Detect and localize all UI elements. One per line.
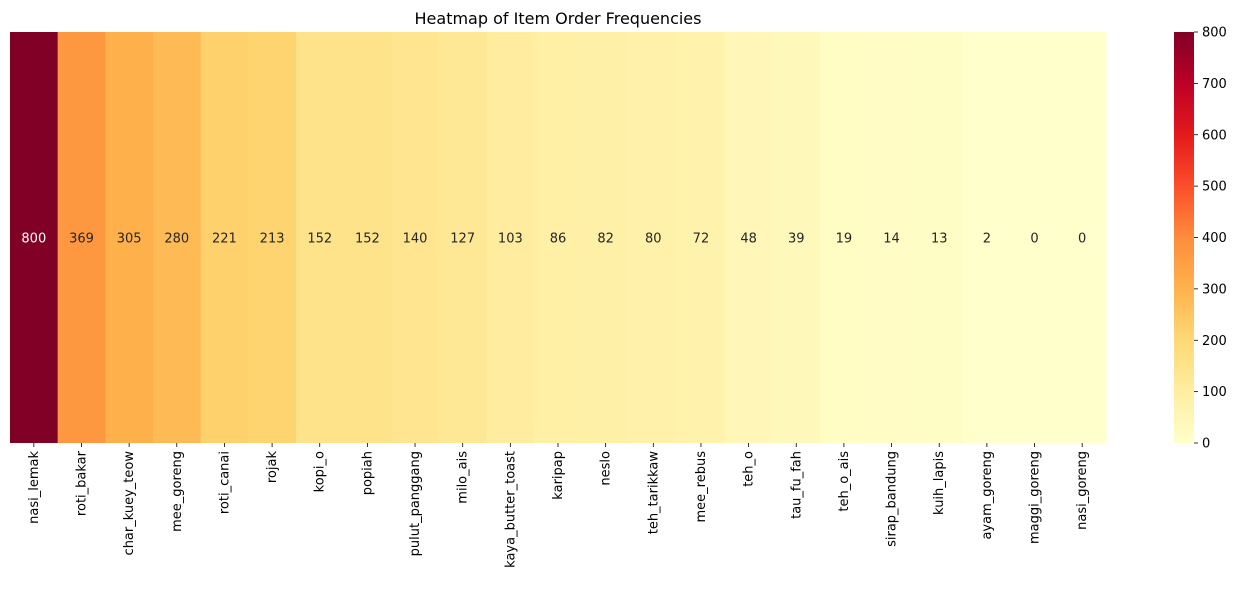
- colorbar-tick-label-700: 700: [1202, 77, 1227, 92]
- colorbar-tick-label-100: 100: [1202, 385, 1227, 400]
- colorbar-tick-label-500: 500: [1202, 180, 1227, 195]
- heatmap-cell-teh_o: [724, 32, 773, 443]
- x-tick-label-roti_canai: roti_canai: [217, 451, 232, 514]
- x-tick-label-kaya_butter_toast: kaya_butter_toast: [503, 451, 518, 568]
- heatmap-cell-pulut_panggang: [391, 32, 440, 443]
- heatmap-cell-nasi_lemak: [10, 32, 59, 443]
- x-tick-label-maggi_goreng: maggi_goreng: [1028, 451, 1043, 544]
- cell-value-rojak: 213: [260, 232, 285, 247]
- chart-title: Heatmap of Item Order Frequencies: [415, 9, 702, 28]
- colorbar: 0 100 200 300 400 500 600 700 800: [1174, 26, 1227, 452]
- cell-value-popiah: 152: [355, 232, 380, 247]
- x-tick-label-nasi_lemak: nasi_lemak: [27, 451, 42, 524]
- x-tick-label-popiah: popiah: [360, 451, 375, 495]
- x-tick-label-teh_tarikkaw: teh_tarikkaw: [646, 451, 661, 535]
- x-tick-label-neslo: neslo: [599, 451, 614, 486]
- cell-value-sirap_bandung: 14: [883, 232, 900, 247]
- x-tick-label-kuih_lapis: kuih_lapis: [932, 451, 947, 515]
- heatmap-cell-char_kuey_teow: [105, 32, 154, 443]
- x-tick-label-milo_ais: milo_ais: [456, 451, 471, 504]
- x-tick-label-roti_bakar: roti_bakar: [74, 450, 89, 516]
- cell-value-nasi_goreng: 0: [1078, 232, 1086, 247]
- heatmap-cell-kuih_lapis: [915, 32, 964, 443]
- heatmap-cell-milo_ais: [438, 32, 487, 443]
- heatmap-cell-karipap: [534, 32, 583, 443]
- colorbar-tick-label-600: 600: [1202, 128, 1227, 143]
- cell-value-mee_goreng: 280: [164, 232, 189, 247]
- heatmap-cell-maggi_goreng: [1010, 32, 1059, 443]
- colorbar-tick-label-400: 400: [1202, 231, 1227, 246]
- colorbar-tick-label-0: 0: [1202, 437, 1210, 452]
- cell-value-teh_o: 48: [740, 232, 757, 247]
- x-tick-label-teh_o: teh_o: [742, 451, 757, 487]
- heatmap-cell-kopi_o: [295, 32, 344, 443]
- x-tick-label-sirap_bandung: sirap_bandung: [885, 451, 900, 547]
- x-axis-ticks: nasi_lemak roti_bakar char_kuey_teow mee_go…: [27, 443, 1090, 568]
- x-tick-label-pulut_panggang: pulut_panggang: [408, 451, 423, 556]
- heatmap-cell-nasi_goreng: [1058, 32, 1107, 443]
- heatmap-cell-mee_goreng: [152, 32, 202, 443]
- x-tick-label-ayam_goreng: ayam_goreng: [980, 451, 995, 540]
- cell-value-tau_fu_fah: 39: [788, 232, 805, 247]
- cell-value-kaya_butter_toast: 103: [498, 232, 523, 247]
- x-tick-label-kopi_o: kopi_o: [313, 451, 328, 492]
- colorbar-gradient: [1174, 32, 1194, 443]
- cell-value-teh_o_ais: 19: [836, 232, 853, 247]
- cell-value-kopi_o: 152: [307, 232, 332, 247]
- heatmap-cell-tau_fu_fah: [772, 32, 821, 443]
- cell-value-maggi_goreng: 0: [1030, 232, 1038, 247]
- cell-value-neslo: 82: [597, 232, 614, 247]
- cell-value-pulut_panggang: 140: [403, 232, 428, 247]
- cell-value-kuih_lapis: 13: [931, 232, 948, 247]
- heatmap-cell-mee_rebus: [677, 32, 726, 443]
- heatmap-cell-neslo: [581, 32, 630, 443]
- colorbar-tick-label-800: 800: [1202, 26, 1227, 41]
- cell-value-teh_tarikkaw: 80: [645, 232, 662, 247]
- cell-value-karipap: 86: [550, 232, 567, 247]
- cell-value-roti_bakar: 369: [69, 232, 94, 247]
- heatmap-cell-teh_o_ais: [820, 32, 869, 443]
- x-tick-label-mee_goreng: mee_goreng: [170, 451, 185, 532]
- x-tick-label-karipap: karipap: [551, 451, 566, 500]
- x-tick-label-nasi_goreng: nasi_goreng: [1075, 451, 1090, 530]
- cell-value-ayam_goreng: 2: [983, 232, 991, 247]
- x-tick-label-char_kuey_teow: char_kuey_teow: [122, 451, 137, 556]
- colorbar-tick-label-200: 200: [1202, 334, 1227, 349]
- colorbar-tick-label-300: 300: [1202, 282, 1227, 297]
- heatmap-cell-labels: 800 369 305 280 221 213 152 152 140 127 103 86 82 80 7…: [21, 232, 1086, 247]
- heatmap-cell-rojak: [248, 32, 297, 443]
- cell-value-milo_ais: 127: [450, 232, 475, 247]
- heatmap-cell-kaya_butter_toast: [486, 32, 535, 443]
- x-tick-label-teh_o_ais: teh_o_ais: [837, 451, 852, 512]
- heatmap-cell-popiah: [343, 32, 392, 443]
- cell-value-mee_rebus: 72: [693, 232, 710, 247]
- x-tick-label-mee_rebus: mee_rebus: [694, 451, 709, 523]
- cell-value-nasi_lemak: 800: [21, 232, 46, 247]
- heatmap-cells: [10, 32, 1107, 443]
- heatmap-cell-ayam_goreng: [963, 32, 1012, 443]
- heatmap-cell-teh_tarikkaw: [629, 32, 678, 443]
- heatmap-cell-roti_canai: [200, 32, 249, 443]
- cell-value-char_kuey_teow: 305: [117, 232, 142, 247]
- cell-value-roti_canai: 221: [212, 232, 237, 247]
- x-tick-label-rojak: rojak: [265, 451, 280, 484]
- heatmap-cell-sirap_bandung: [867, 32, 916, 443]
- x-tick-label-tau_fu_fah: tau_fu_fah: [789, 451, 804, 519]
- heatmap-cell-roti_bakar: [57, 32, 106, 443]
